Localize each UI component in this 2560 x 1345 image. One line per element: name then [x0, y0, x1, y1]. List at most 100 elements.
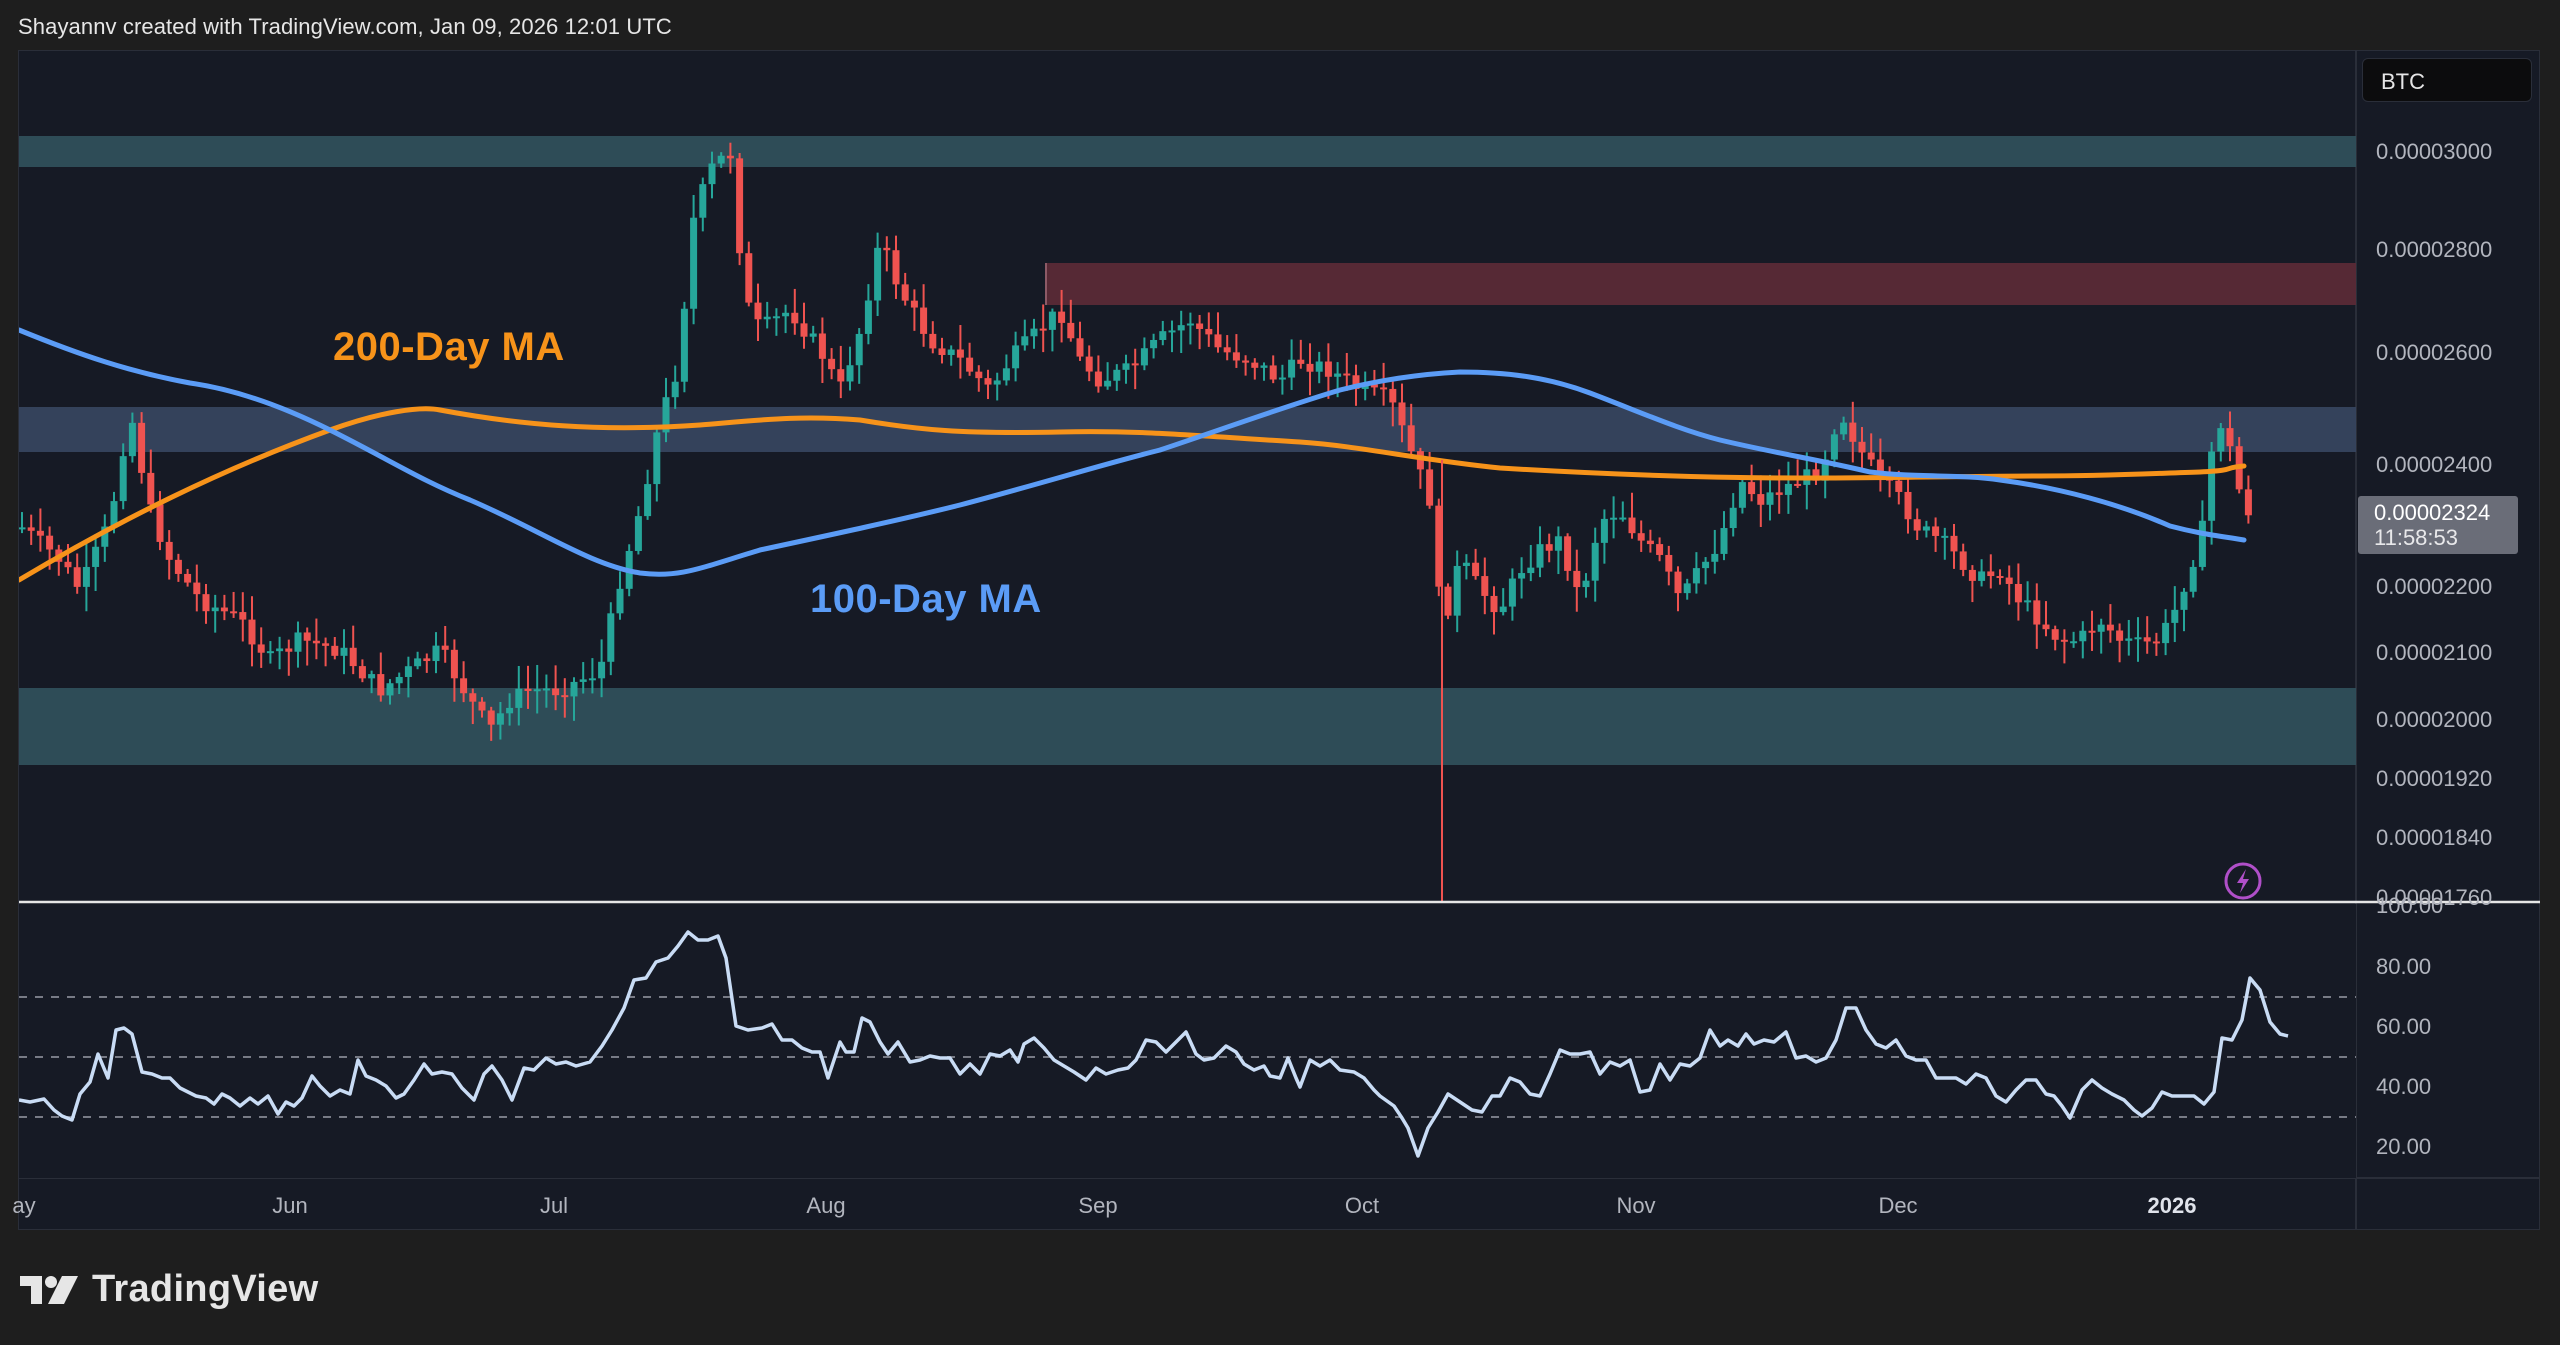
candle — [690, 217, 698, 309]
candle — [1058, 311, 1066, 323]
candle — [147, 472, 155, 505]
candle — [1426, 469, 1434, 506]
lightning-icon[interactable] — [2222, 860, 2264, 902]
candle — [864, 300, 872, 334]
candle — [1260, 365, 1268, 368]
candle — [892, 250, 900, 285]
candle — [2079, 630, 2087, 642]
candle — [1665, 554, 1673, 572]
ma200-label: 200-Day MA — [333, 325, 565, 369]
candle — [1692, 568, 1700, 584]
candle — [248, 619, 256, 645]
candle — [1407, 425, 1415, 452]
rsi-pane — [19, 904, 2356, 1178]
candle — [1840, 422, 1848, 435]
candle — [1324, 361, 1332, 377]
candle — [128, 422, 136, 457]
candle — [165, 541, 173, 560]
candle — [1646, 540, 1654, 545]
candle — [1582, 580, 1590, 588]
candle — [202, 594, 210, 612]
candle — [377, 674, 385, 696]
candle — [1748, 482, 1756, 495]
candlestick-series — [19, 142, 2252, 741]
candle — [1186, 323, 1194, 326]
candle — [19, 527, 26, 530]
candle — [496, 713, 504, 725]
candle — [1968, 569, 1976, 581]
candle — [138, 422, 146, 473]
candle — [671, 381, 679, 398]
candle — [938, 348, 946, 355]
candle — [2217, 428, 2225, 452]
candle — [1278, 377, 1286, 380]
candle — [239, 612, 247, 620]
candle — [874, 247, 882, 301]
candle — [478, 701, 486, 711]
candle — [312, 640, 320, 644]
candle — [680, 308, 688, 382]
candle — [588, 678, 596, 681]
candle — [1288, 359, 1296, 378]
candle — [82, 566, 90, 587]
candle — [1720, 528, 1728, 554]
candle — [2125, 638, 2133, 641]
candle — [1490, 595, 1498, 613]
candle — [1012, 345, 1020, 369]
lower-support-zone — [19, 688, 2356, 765]
candle — [1150, 339, 1158, 349]
candle — [441, 645, 449, 650]
candle — [395, 676, 403, 684]
candle — [1002, 368, 1010, 381]
candle — [2143, 637, 2151, 642]
candle — [1619, 517, 1627, 520]
candle — [634, 516, 642, 551]
candle — [1370, 384, 1378, 388]
candle — [754, 302, 762, 320]
candle — [1435, 505, 1443, 587]
candle — [1858, 441, 1866, 453]
candle — [349, 647, 357, 667]
candle — [717, 155, 725, 164]
candle — [699, 184, 707, 218]
candle — [644, 484, 652, 517]
ma100-label: 100-Day MA — [810, 577, 1042, 621]
time-axis-label: 2026 — [2147, 1193, 2197, 1218]
candle — [184, 573, 192, 583]
price-axis-label: 0.00002200 — [2376, 574, 2493, 599]
candle — [1168, 330, 1176, 333]
candle — [1021, 336, 1029, 346]
time-axis-label: Oct — [1344, 1193, 1380, 1218]
candle — [607, 613, 615, 662]
candle — [1564, 536, 1572, 571]
candle — [1214, 334, 1222, 348]
candle — [487, 710, 495, 725]
candle — [1196, 323, 1204, 329]
candle — [294, 632, 302, 652]
candle — [220, 607, 228, 612]
candle — [414, 658, 422, 667]
candle — [303, 632, 311, 641]
candle — [266, 651, 274, 654]
candle — [1996, 576, 2004, 579]
candle — [1205, 328, 1213, 335]
candle — [1702, 561, 1710, 569]
candle — [1334, 373, 1342, 377]
candle — [791, 312, 799, 324]
price-axis-label: 0.00002800 — [2376, 237, 2493, 262]
candle — [966, 357, 974, 372]
candle — [1232, 352, 1240, 361]
candle — [1610, 517, 1618, 520]
candle — [92, 546, 100, 567]
candle — [2024, 600, 2032, 603]
price-axis-label: 0.00001920 — [2376, 766, 2493, 791]
candle — [561, 695, 569, 698]
candle — [432, 645, 440, 662]
candle — [910, 300, 918, 308]
candle — [1085, 356, 1093, 372]
upper-zone — [19, 136, 2356, 167]
candle — [2070, 641, 2078, 644]
currency-badge[interactable]: BTC — [2362, 58, 2532, 102]
candle — [1140, 348, 1148, 366]
